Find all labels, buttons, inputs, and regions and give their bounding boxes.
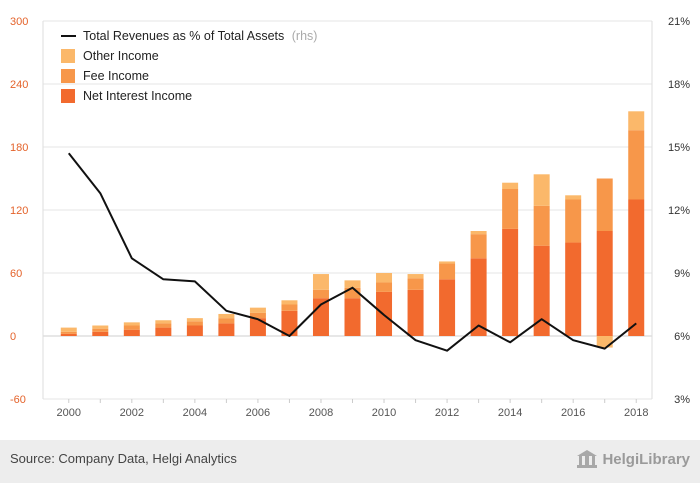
bar-net-interest-income-2014 — [502, 228, 519, 336]
bar-net-interest-income-2005 — [218, 323, 235, 336]
bar-net-interest-income-2004 — [186, 325, 203, 336]
grid-lines — [43, 20, 652, 400]
x-tick-2012: 2012 — [435, 407, 459, 419]
bar-other-income-2003 — [155, 320, 172, 324]
bar-fee-income-2001 — [92, 328, 109, 332]
y-left-tick-4: 180 — [10, 142, 28, 154]
x-tick-2016: 2016 — [561, 407, 585, 419]
axes: -60 3% 0 6% 60 9% 120 12% 180 15% 240 18% 300 21% 2000… — [10, 16, 690, 419]
y-right-tick-1: 6% — [674, 331, 690, 343]
bar-other-income-2010 — [376, 273, 393, 283]
bar-fee-income-2003 — [155, 323, 172, 328]
bar-other-income-2015 — [533, 174, 550, 206]
bar-net-interest-income-2012 — [439, 279, 456, 336]
y-right-tick-3: 12% — [668, 205, 690, 217]
bar-net-interest-income-2015 — [533, 245, 550, 336]
bar-fee-income-2011 — [407, 278, 424, 290]
bar-net-interest-income-2013 — [470, 258, 487, 336]
bar-fee-income-2018 — [628, 130, 645, 200]
library-building-icon — [577, 450, 598, 468]
legend-swatch-net-interest-income — [61, 89, 75, 103]
bar-other-income-2016 — [565, 195, 582, 200]
bar-fee-income-2009 — [344, 287, 361, 299]
y-left-tick-1: 0 — [10, 331, 16, 343]
legend-label-other-income: Other Income — [83, 49, 159, 63]
legend-label-fee-income: Fee Income — [83, 69, 149, 83]
bar-net-interest-income-2006 — [249, 318, 266, 336]
bar-net-interest-income-2018 — [628, 199, 645, 336]
bar-other-income-2000 — [60, 327, 77, 332]
bar-net-interest-income-2003 — [155, 327, 172, 336]
bar-net-interest-income-2000 — [60, 333, 77, 336]
bar-net-interest-income-2007 — [281, 310, 298, 336]
bar-other-income-2012 — [439, 261, 456, 264]
bar-other-income-2009 — [344, 280, 361, 288]
x-tick-2002: 2002 — [120, 407, 144, 419]
x-tick-2000: 2000 — [57, 407, 81, 419]
bar-net-interest-income-2001 — [92, 331, 109, 336]
legend: Total Revenues as % of Total Assets (rhs… — [61, 29, 317, 103]
bar-fee-income-2005 — [218, 318, 235, 324]
bar-fee-income-2012 — [439, 263, 456, 280]
bar-fee-income-2006 — [249, 312, 266, 319]
bar-fee-income-2002 — [123, 325, 140, 330]
y-left-tick-0: -60 — [10, 394, 26, 406]
chart-canvas: -60 3% 0 6% 60 9% 120 12% 180 15% 240 18% 300 21% 2000… — [10, 16, 690, 419]
legend-label-net-interest-income: Net Interest Income — [83, 89, 192, 103]
y-left-tick-3: 120 — [10, 205, 28, 217]
y-right-tick-2: 9% — [674, 268, 690, 280]
bar-other-income-2002 — [123, 322, 140, 326]
bar-fee-income-2013 — [470, 234, 487, 259]
bar-fee-income-2010 — [376, 282, 393, 292]
bar-other-income-2006 — [249, 307, 266, 313]
helgi-library-logo: HelgiLibrary — [576, 449, 690, 469]
bar-other-income-2013 — [470, 231, 487, 235]
bar-net-interest-income-2011 — [407, 289, 424, 336]
legend-line-label: Total Revenues as % of Total Assets (rhs… — [83, 29, 317, 43]
x-tick-2008: 2008 — [309, 407, 333, 419]
y-right-tick-5: 18% — [668, 79, 690, 91]
bar-other-income-2007 — [281, 300, 298, 305]
x-tick-2010: 2010 — [372, 407, 396, 419]
bar-other-income-2005 — [218, 313, 235, 319]
legend-swatch-other-income — [61, 49, 75, 63]
bar-net-interest-income-2017 — [596, 231, 613, 336]
y-right-tick-6: 21% — [668, 16, 690, 28]
x-tick-2006: 2006 — [246, 407, 270, 419]
footer: Source: Company Data, Helgi Analytics He… — [0, 440, 700, 483]
bar-fee-income-2008 — [312, 289, 329, 299]
x-tick-2014: 2014 — [498, 407, 522, 419]
revenue-line — [67, 152, 637, 352]
bar-net-interest-income-2002 — [123, 329, 140, 336]
bar-other-income-2001 — [92, 325, 109, 329]
x-tick-2004: 2004 — [183, 407, 207, 419]
bar-other-income-2008 — [312, 274, 329, 290]
bar-other-income-2004 — [186, 318, 203, 322]
bar-fee-income-2014 — [502, 189, 519, 229]
bars — [60, 111, 645, 348]
y-right-tick-4: 15% — [668, 142, 690, 154]
bar-fee-income-2007 — [281, 304, 298, 311]
legend-swatch-fee-income — [61, 69, 75, 83]
bar-fee-income-2000 — [60, 331, 77, 334]
bar-fee-income-2016 — [565, 199, 582, 243]
y-right-tick-0: 3% — [674, 394, 690, 406]
bar-other-income-2011 — [407, 274, 424, 279]
y-left-tick-5: 240 — [10, 79, 28, 91]
bar-net-interest-income-2016 — [565, 242, 582, 336]
bar-fee-income-2015 — [533, 205, 550, 246]
bar-fee-income-2004 — [186, 321, 203, 326]
y-left-tick-2: 60 — [10, 268, 22, 280]
bar-fee-income-2017 — [596, 178, 613, 231]
source-text: Source: Company Data, Helgi Analytics — [10, 451, 237, 466]
bar-other-income-2017 — [596, 336, 613, 348]
x-tick-2018: 2018 — [624, 407, 648, 419]
y-left-tick-6: 300 — [10, 16, 28, 28]
bar-net-interest-income-2009 — [344, 298, 361, 336]
bar-other-income-2014 — [502, 182, 519, 189]
bar-other-income-2018 — [628, 111, 645, 131]
logo-text: HelgiLibrary — [602, 450, 690, 468]
